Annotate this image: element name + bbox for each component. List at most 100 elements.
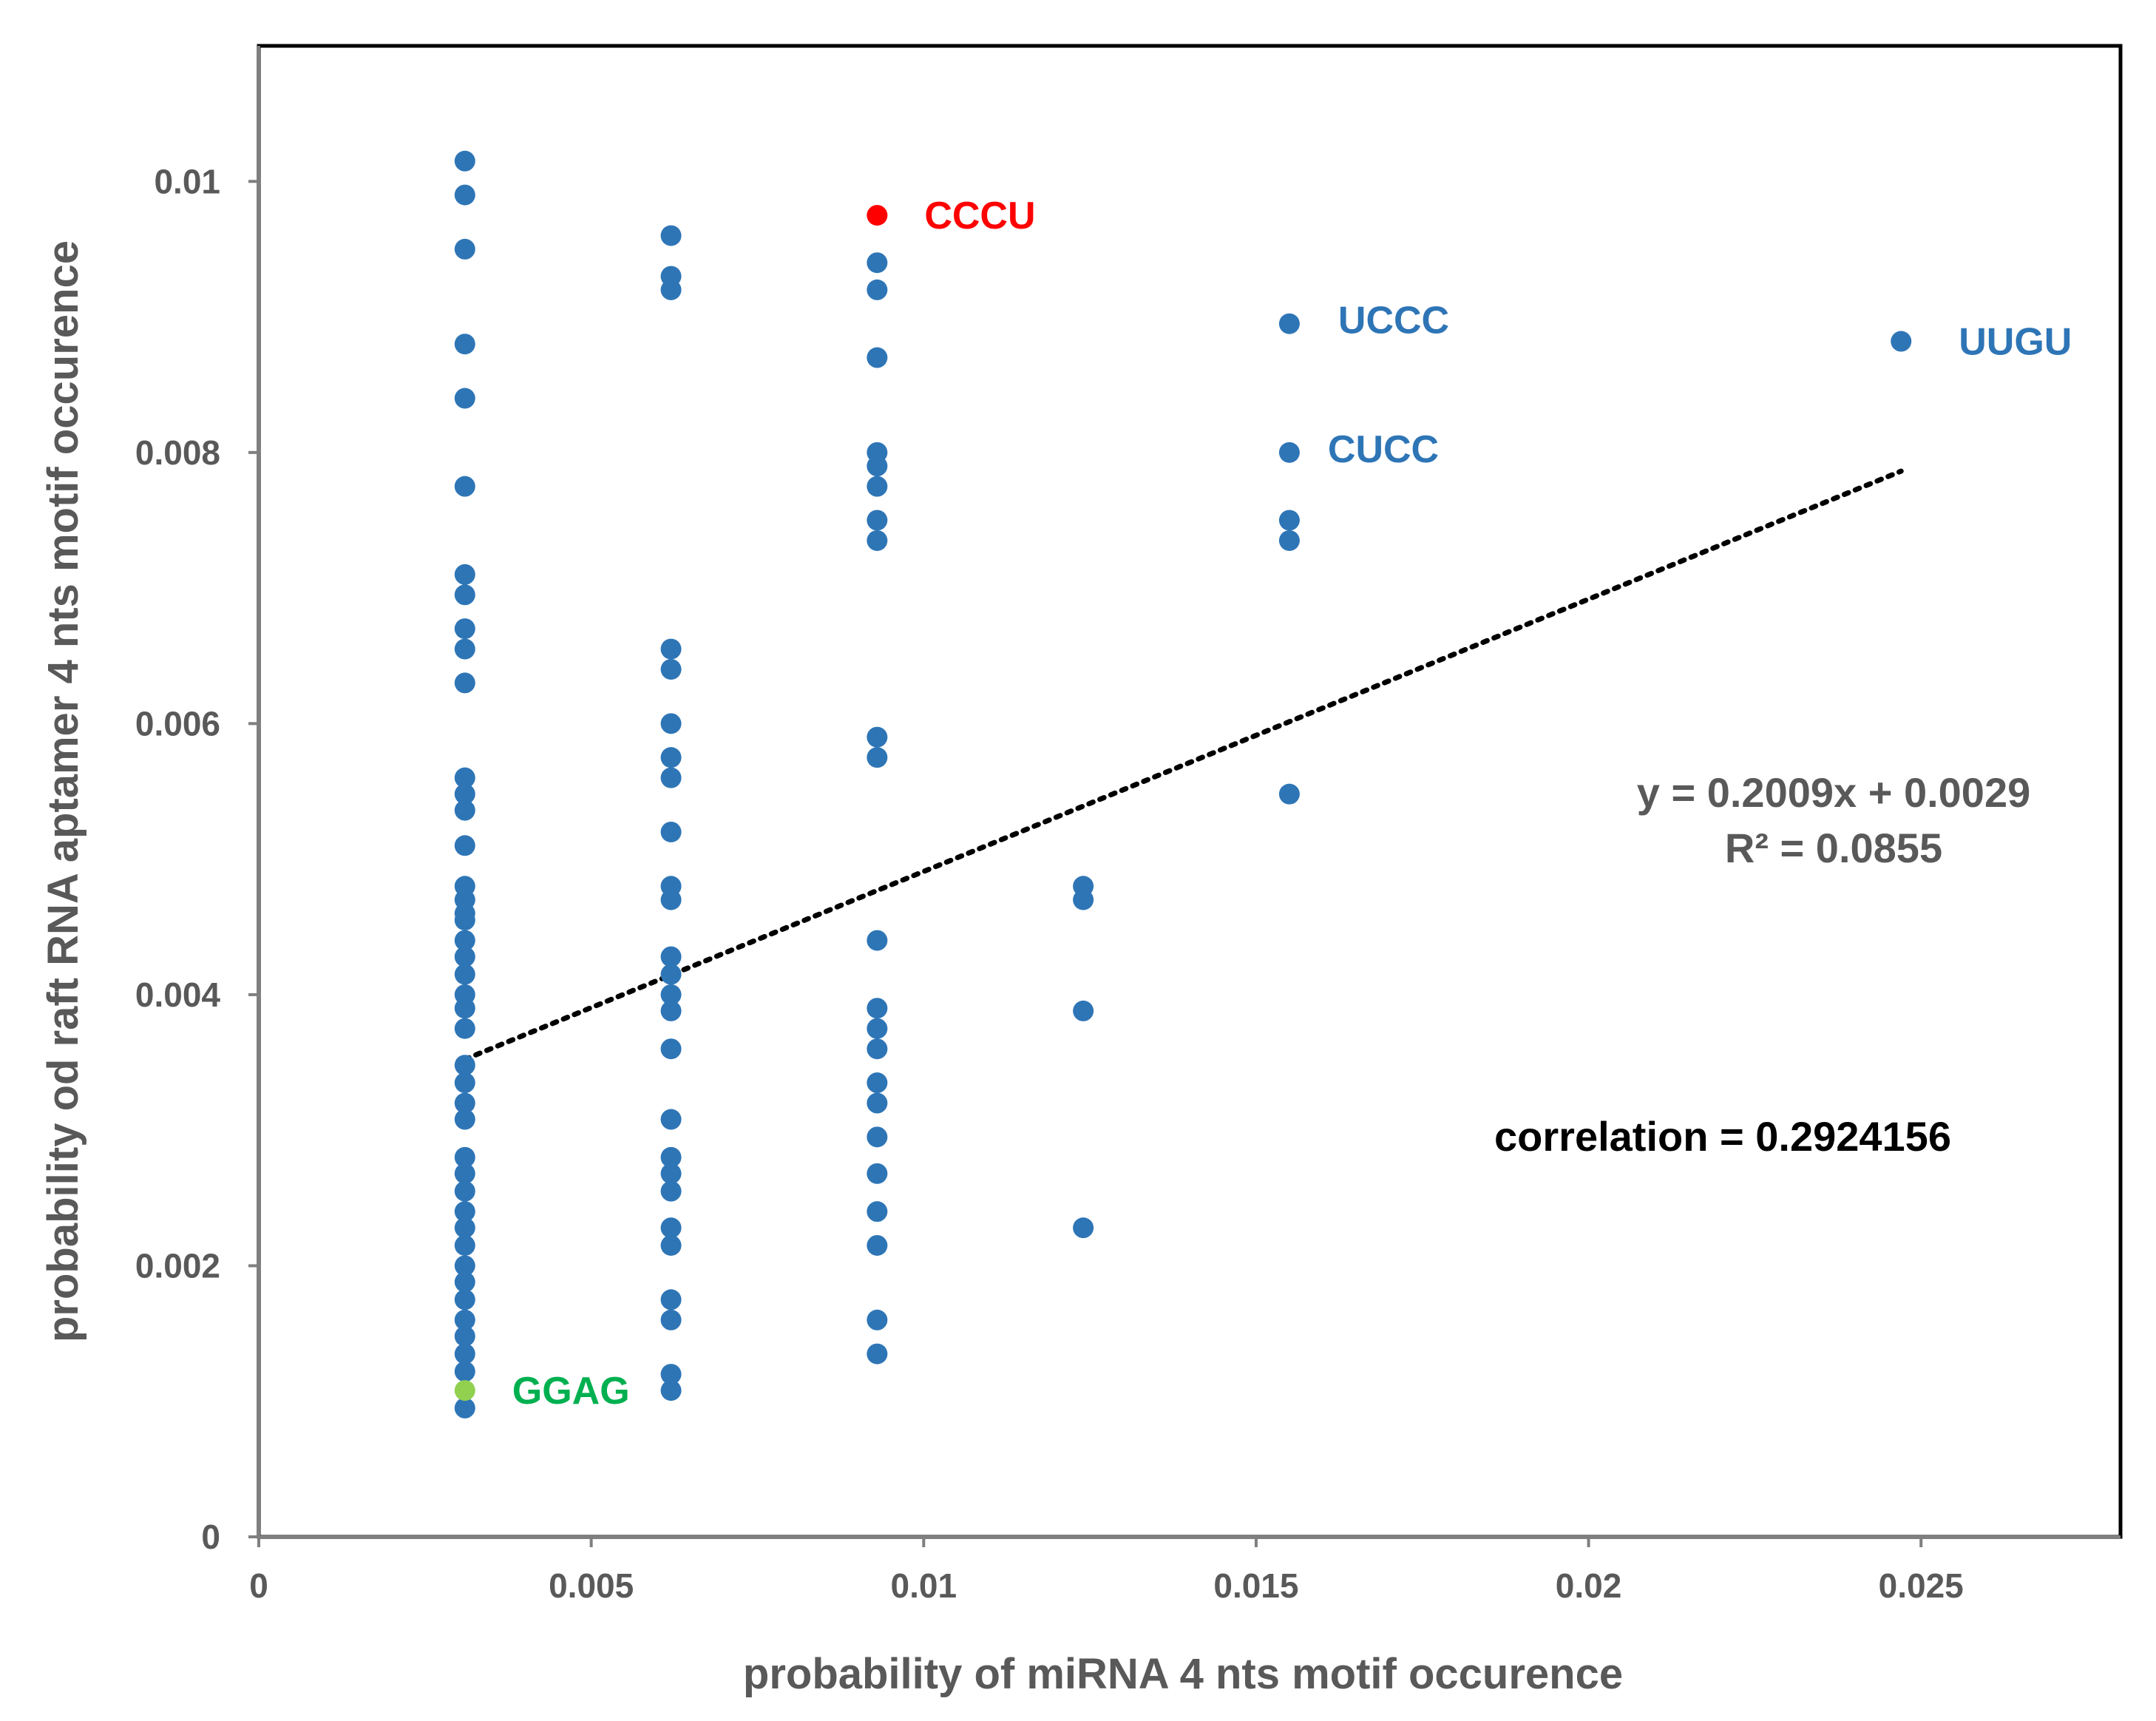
data-point [454, 1092, 475, 1114]
data-point [454, 1201, 475, 1223]
data-point [454, 1289, 475, 1311]
data-point [454, 1055, 475, 1076]
data-point [867, 279, 888, 300]
x-axis-ticks: 0 0.005 0.01 0.015 0.02 0.025 [249, 1537, 1964, 1605]
data-point [660, 984, 682, 1005]
data-point [660, 1180, 682, 1202]
data-point [1278, 313, 1300, 334]
data-point [454, 1163, 475, 1184]
data-point [867, 726, 888, 748]
point-label-cccu: CCCU [924, 195, 1035, 237]
data-point [867, 456, 888, 477]
data-point [454, 1271, 475, 1293]
data-point [454, 1234, 475, 1256]
data-point [454, 1018, 475, 1039]
y-tick-label: 0.008 [135, 433, 220, 472]
x-tick-label: 0.005 [549, 1566, 634, 1605]
data-point [454, 1309, 475, 1331]
data-point [660, 821, 682, 842]
data-point [454, 767, 475, 788]
x-axis-title: probability of miRNA 4 nts motif occuren… [743, 1650, 1623, 1698]
data-point [660, 713, 682, 734]
x-tick-label: 0.01 [891, 1566, 957, 1605]
data-point [1073, 1217, 1094, 1239]
trendline-r-squared: R² = 0.0855 [1725, 825, 1942, 871]
data-point [454, 910, 475, 931]
data-point [1278, 442, 1300, 463]
data-point [660, 1038, 682, 1060]
data-point [867, 1163, 888, 1184]
y-tick-label: 0.004 [135, 976, 221, 1014]
data-point [660, 1364, 682, 1385]
data-point [660, 279, 682, 300]
data-point [867, 1072, 888, 1094]
point-label-uugu: UUGU [1959, 321, 2072, 364]
data-point [660, 1309, 682, 1331]
data-point [454, 388, 475, 409]
trendline [462, 468, 1904, 1062]
x-tick-label: 0 [249, 1566, 268, 1605]
data-point [867, 1343, 888, 1365]
data-point [867, 1038, 888, 1060]
data-point [867, 1092, 888, 1114]
data-point [867, 1018, 888, 1039]
data-point [867, 530, 888, 551]
y-tick-label: 0.002 [135, 1246, 220, 1285]
data-point [660, 946, 682, 967]
data-point [867, 476, 888, 497]
data-point [454, 184, 475, 206]
highlight-point-ggag [454, 1380, 475, 1402]
point-label-ggag: GGAG [512, 1370, 630, 1413]
data-point [454, 238, 475, 260]
trendline-group [462, 468, 1904, 1062]
data-point [660, 964, 682, 985]
data-point [867, 1309, 888, 1331]
data-point [454, 476, 475, 497]
data-point [454, 1325, 475, 1347]
data-point [454, 564, 475, 585]
data-point [660, 1000, 682, 1021]
data-point [454, 1109, 475, 1130]
data-point [454, 799, 475, 821]
x-tick-label: 0.025 [1879, 1566, 1964, 1605]
data-point [454, 1255, 475, 1277]
data-point [867, 252, 888, 274]
data-point [454, 1217, 475, 1239]
data-point [660, 747, 682, 768]
data-point [660, 659, 682, 680]
x-tick-label: 0.015 [1213, 1566, 1298, 1605]
data-point [454, 964, 475, 985]
point-label-cucc: CUCC [1328, 428, 1439, 471]
data-point [454, 1361, 475, 1382]
data-point [660, 889, 682, 910]
data-point [454, 150, 475, 172]
data-point [454, 334, 475, 355]
y-axis-title: probability od raft RNA aptamer 4 nts mo… [39, 240, 87, 1342]
data-point [660, 638, 682, 660]
data-point [454, 584, 475, 606]
data-point [1278, 510, 1300, 531]
data-point [1073, 1000, 1094, 1021]
trendline-equation: y = 0.2009x + 0.0029 [1637, 769, 2031, 816]
data-point [1278, 783, 1300, 805]
point-labels: CCCU GGAG UCCC CUCC UUGU [512, 195, 2072, 1413]
data-point [660, 1163, 682, 1184]
data-point [867, 1126, 888, 1148]
data-point [660, 1234, 682, 1256]
data-point [867, 747, 888, 768]
data-point [454, 638, 475, 660]
data-point [867, 510, 888, 531]
data-point [454, 672, 475, 694]
data-point [454, 1146, 475, 1168]
data-point [454, 930, 475, 951]
data-point [660, 1289, 682, 1311]
plot-area-frame [257, 44, 2123, 1539]
y-axis-ticks: 0 0.002 0.004 0.006 0.008 0.01 [135, 162, 259, 1556]
data-point [1278, 530, 1300, 551]
data-point [867, 998, 888, 1019]
data-point [660, 767, 682, 788]
data-point [454, 835, 475, 856]
correlation-annotation: correlation = 0.2924156 [1494, 1113, 1951, 1160]
data-point [454, 946, 475, 967]
